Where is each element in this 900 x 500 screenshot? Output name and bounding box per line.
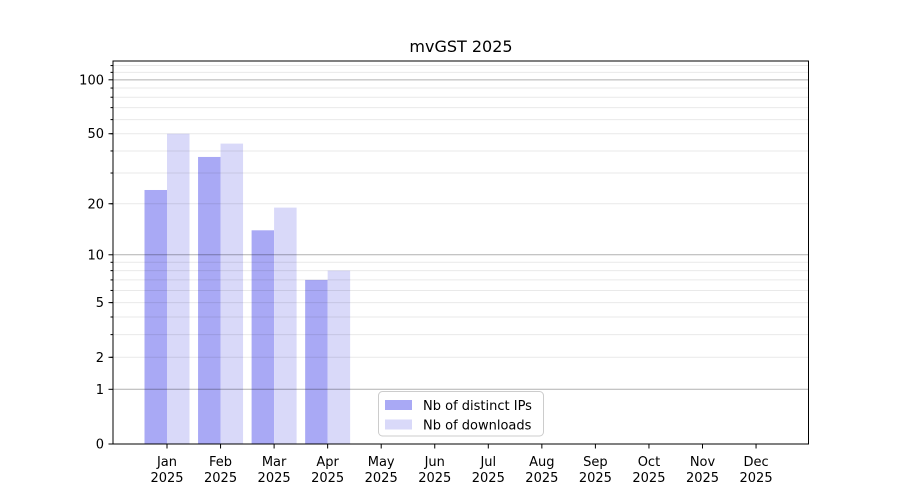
bar-downloads-mar [274,207,297,444]
x-tick-label-year: 2025 [204,471,237,486]
x-tick-label-year: 2025 [150,471,183,486]
legend-swatch-icon [385,400,412,410]
bar-ips-apr [305,279,328,444]
legend-swatch-icon [385,419,412,430]
x-tick-label-month: May [368,455,395,470]
bar-ips-feb [198,156,221,445]
bar-downloads-jan [167,133,190,444]
y-tick-label: 0 [96,438,104,453]
x-tick-label-month: Feb [209,455,232,470]
bar-downloads-feb [220,143,244,445]
x-tick-label-year: 2025 [686,471,719,486]
x-tick-label-month: Sep [583,455,608,470]
legend: Nb of distinct IPs Nb of downloads [378,391,544,437]
bar-ips-mar [251,230,275,444]
x-tick-label-month: Aug [529,455,554,470]
x-tick-label-year: 2025 [418,471,451,486]
x-tick-label-month: Jun [424,455,445,470]
x-tick-label-month: Jan [156,455,177,470]
x-tick-label-year: 2025 [579,471,612,486]
x-tick-label-year: 2025 [740,471,773,486]
x-tick-label-year: 2025 [311,471,344,486]
y-tick-label: 50 [87,127,104,142]
legend-box [378,391,544,437]
x-tick-label-year: 2025 [525,471,558,486]
y-tick-label: 10 [87,248,104,263]
y-tick-label: 100 [79,73,104,88]
bar-ips-jan [144,189,167,444]
legend-label: Nb of downloads [423,419,532,434]
x-tick-label-year: 2025 [632,471,665,486]
x-tick-label-year: 2025 [365,471,398,486]
y-tick-label: 20 [87,197,104,212]
x-tick-label-month: Oct [638,455,660,470]
y-tick-label: 5 [96,296,104,311]
y-tick-label: 2 [96,351,104,366]
x-tick-label-month: Nov [690,455,716,470]
plot-frame [112,60,809,445]
chart-title: mvGST 2025 [409,37,513,56]
legend-label: Nb of distinct IPs [423,399,532,414]
x-tick-label-year: 2025 [258,471,291,486]
bar-downloads-apr [327,270,351,444]
y-tick-label: 1 [96,383,104,398]
x-tick-label-month: Jul [479,455,496,470]
x-tick-label-year: 2025 [472,471,505,486]
x-tick-label-month: Mar [262,455,287,470]
x-tick-label-month: Apr [316,455,339,470]
x-tick-label-month: Dec [743,455,768,470]
